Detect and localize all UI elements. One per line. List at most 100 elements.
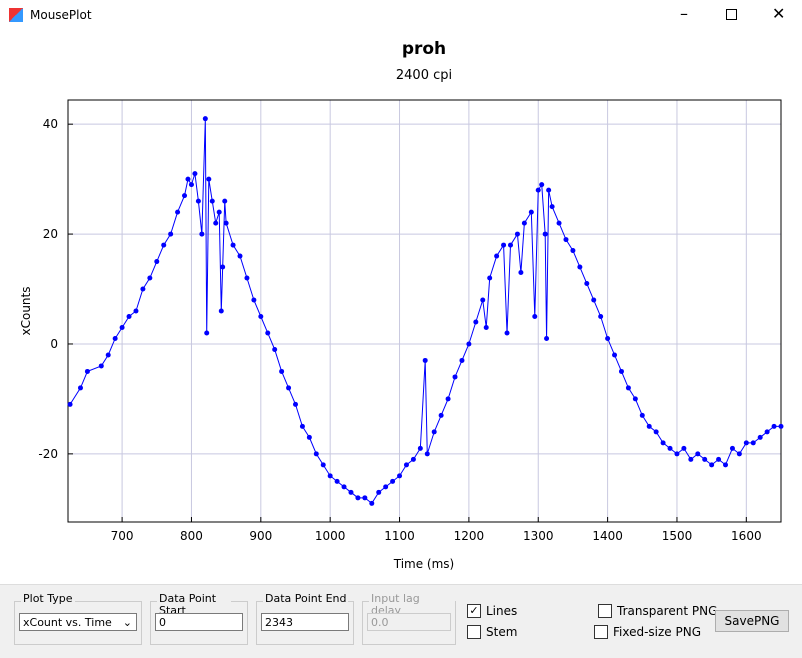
data-point xyxy=(258,313,264,319)
checkbox-label: Lines xyxy=(486,604,518,618)
data-point xyxy=(410,456,416,462)
data-point xyxy=(133,308,139,314)
data-point xyxy=(674,451,680,457)
data-point xyxy=(251,297,257,303)
data-point xyxy=(348,489,354,495)
data-point xyxy=(98,363,104,369)
x-tick-label: 900 xyxy=(249,529,272,543)
end-group: Data Point End 2343 xyxy=(256,593,354,645)
data-point xyxy=(218,308,224,314)
data-point xyxy=(397,473,403,479)
y-tick-label: -20 xyxy=(38,447,58,461)
data-point xyxy=(244,275,250,281)
maximize-button[interactable] xyxy=(726,9,737,20)
data-point xyxy=(702,456,708,462)
data-point xyxy=(563,237,569,243)
data-point xyxy=(501,242,507,248)
data-point xyxy=(521,220,527,226)
data-point xyxy=(383,484,389,490)
data-point xyxy=(639,412,645,418)
data-point xyxy=(480,297,486,303)
data-point xyxy=(327,473,333,479)
data-point xyxy=(508,242,514,248)
chart: proh 2400 cpi Time (ms) xCounts 700 800 90… xyxy=(19,39,784,571)
transparent-checkbox[interactable]: Transparent PNG xyxy=(598,604,717,618)
data-point xyxy=(320,462,326,468)
data-point xyxy=(504,330,510,336)
data-point xyxy=(204,330,210,336)
data-point xyxy=(286,385,292,391)
data-point xyxy=(67,401,73,407)
save-png-button[interactable]: SavePNG xyxy=(715,610,789,632)
data-point xyxy=(369,500,375,506)
data-point xyxy=(188,182,194,188)
data-point xyxy=(743,440,749,446)
input-value: 0 xyxy=(159,616,166,629)
minimize-button[interactable]: – xyxy=(680,4,688,23)
stem-checkbox[interactable]: Stem xyxy=(467,625,517,639)
data-point xyxy=(528,209,534,215)
button-label: SavePNG xyxy=(724,614,780,628)
data-point xyxy=(299,423,305,429)
group-label: Plot Type xyxy=(21,592,75,605)
x-axis-label: Time (ms) xyxy=(393,557,455,571)
data-point xyxy=(431,429,437,435)
data-point xyxy=(750,440,756,446)
start-group: Data Point Start 0 xyxy=(150,593,248,645)
data-point xyxy=(182,193,188,199)
data-point xyxy=(390,478,396,484)
data-point xyxy=(518,270,524,276)
start-input[interactable]: 0 xyxy=(155,613,243,631)
data-point xyxy=(175,209,181,215)
end-input[interactable]: 2343 xyxy=(261,613,349,631)
x-tick-label: 1100 xyxy=(384,529,415,543)
close-button[interactable]: ✕ xyxy=(772,4,786,23)
data-point xyxy=(341,484,347,490)
chart-subtitle: 2400 cpi xyxy=(396,68,452,83)
data-point xyxy=(544,335,550,341)
data-point xyxy=(77,385,83,391)
data-point xyxy=(306,434,312,440)
y-tick-label: 20 xyxy=(43,227,58,241)
data-point xyxy=(313,451,319,457)
data-point xyxy=(154,259,160,265)
data-point xyxy=(292,401,298,407)
x-tick-label: 700 xyxy=(111,529,134,543)
chart-title: proh xyxy=(402,39,446,59)
data-point xyxy=(778,423,784,429)
plot-area xyxy=(68,100,781,522)
data-point xyxy=(265,330,271,336)
data-point xyxy=(222,198,228,204)
data-point xyxy=(473,319,479,325)
lag-input: 0.0 xyxy=(367,613,451,631)
plot-type-group: Plot Type xCount vs. Time ⌄ xyxy=(14,593,142,645)
data-point xyxy=(272,346,278,352)
group-label: Data Point End xyxy=(263,592,349,605)
data-point xyxy=(539,182,545,188)
data-point xyxy=(230,242,236,248)
data-point xyxy=(487,275,493,281)
data-point xyxy=(483,324,489,330)
data-point xyxy=(168,231,174,237)
data-point xyxy=(546,187,552,193)
lines-checkbox[interactable]: ✓ Lines xyxy=(467,604,517,618)
fixed-checkbox[interactable]: Fixed-size PNG xyxy=(594,625,701,639)
data-point xyxy=(216,209,222,215)
plot-type-combo[interactable]: xCount vs. Time ⌄ xyxy=(19,613,137,631)
data-point xyxy=(532,313,538,319)
input-value: 2343 xyxy=(265,616,293,629)
app-icon xyxy=(9,8,23,22)
data-point xyxy=(195,198,201,204)
data-point xyxy=(403,462,409,468)
data-point xyxy=(605,335,611,341)
data-point xyxy=(140,286,146,292)
data-point xyxy=(577,264,583,270)
data-point xyxy=(632,396,638,402)
data-point xyxy=(466,341,472,347)
x-tick-label: 1600 xyxy=(731,529,762,543)
data-point xyxy=(542,231,548,237)
plot-frame xyxy=(67,99,782,523)
x-tick-label: 1300 xyxy=(523,529,554,543)
data-point xyxy=(723,462,729,468)
